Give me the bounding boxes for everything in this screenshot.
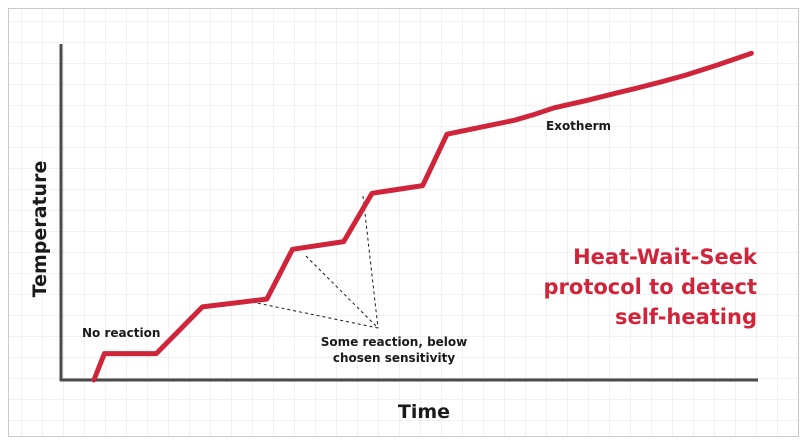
grid-background	[8, 8, 798, 436]
annotation-no-reaction: No reaction	[82, 326, 160, 340]
leader-line-2	[305, 255, 379, 329]
annotation-some-reaction-line2: chosen sensitivity	[333, 351, 456, 365]
leader-line-3	[362, 195, 379, 329]
leader-lines	[251, 195, 379, 329]
headline-line2: protocol to detect	[544, 275, 758, 299]
headline-line1: Heat-Wait-Seek	[573, 245, 758, 269]
y-axis-label: Temperature	[29, 161, 51, 298]
annotation-exotherm: Exotherm	[546, 119, 611, 133]
chart-frame	[8, 8, 799, 437]
headline-line3: self-heating	[615, 305, 757, 329]
series-line	[91, 50, 754, 383]
x-axis-label: Time	[398, 401, 450, 423]
annotation-some-reaction-line1: Some reaction, below	[321, 335, 468, 349]
